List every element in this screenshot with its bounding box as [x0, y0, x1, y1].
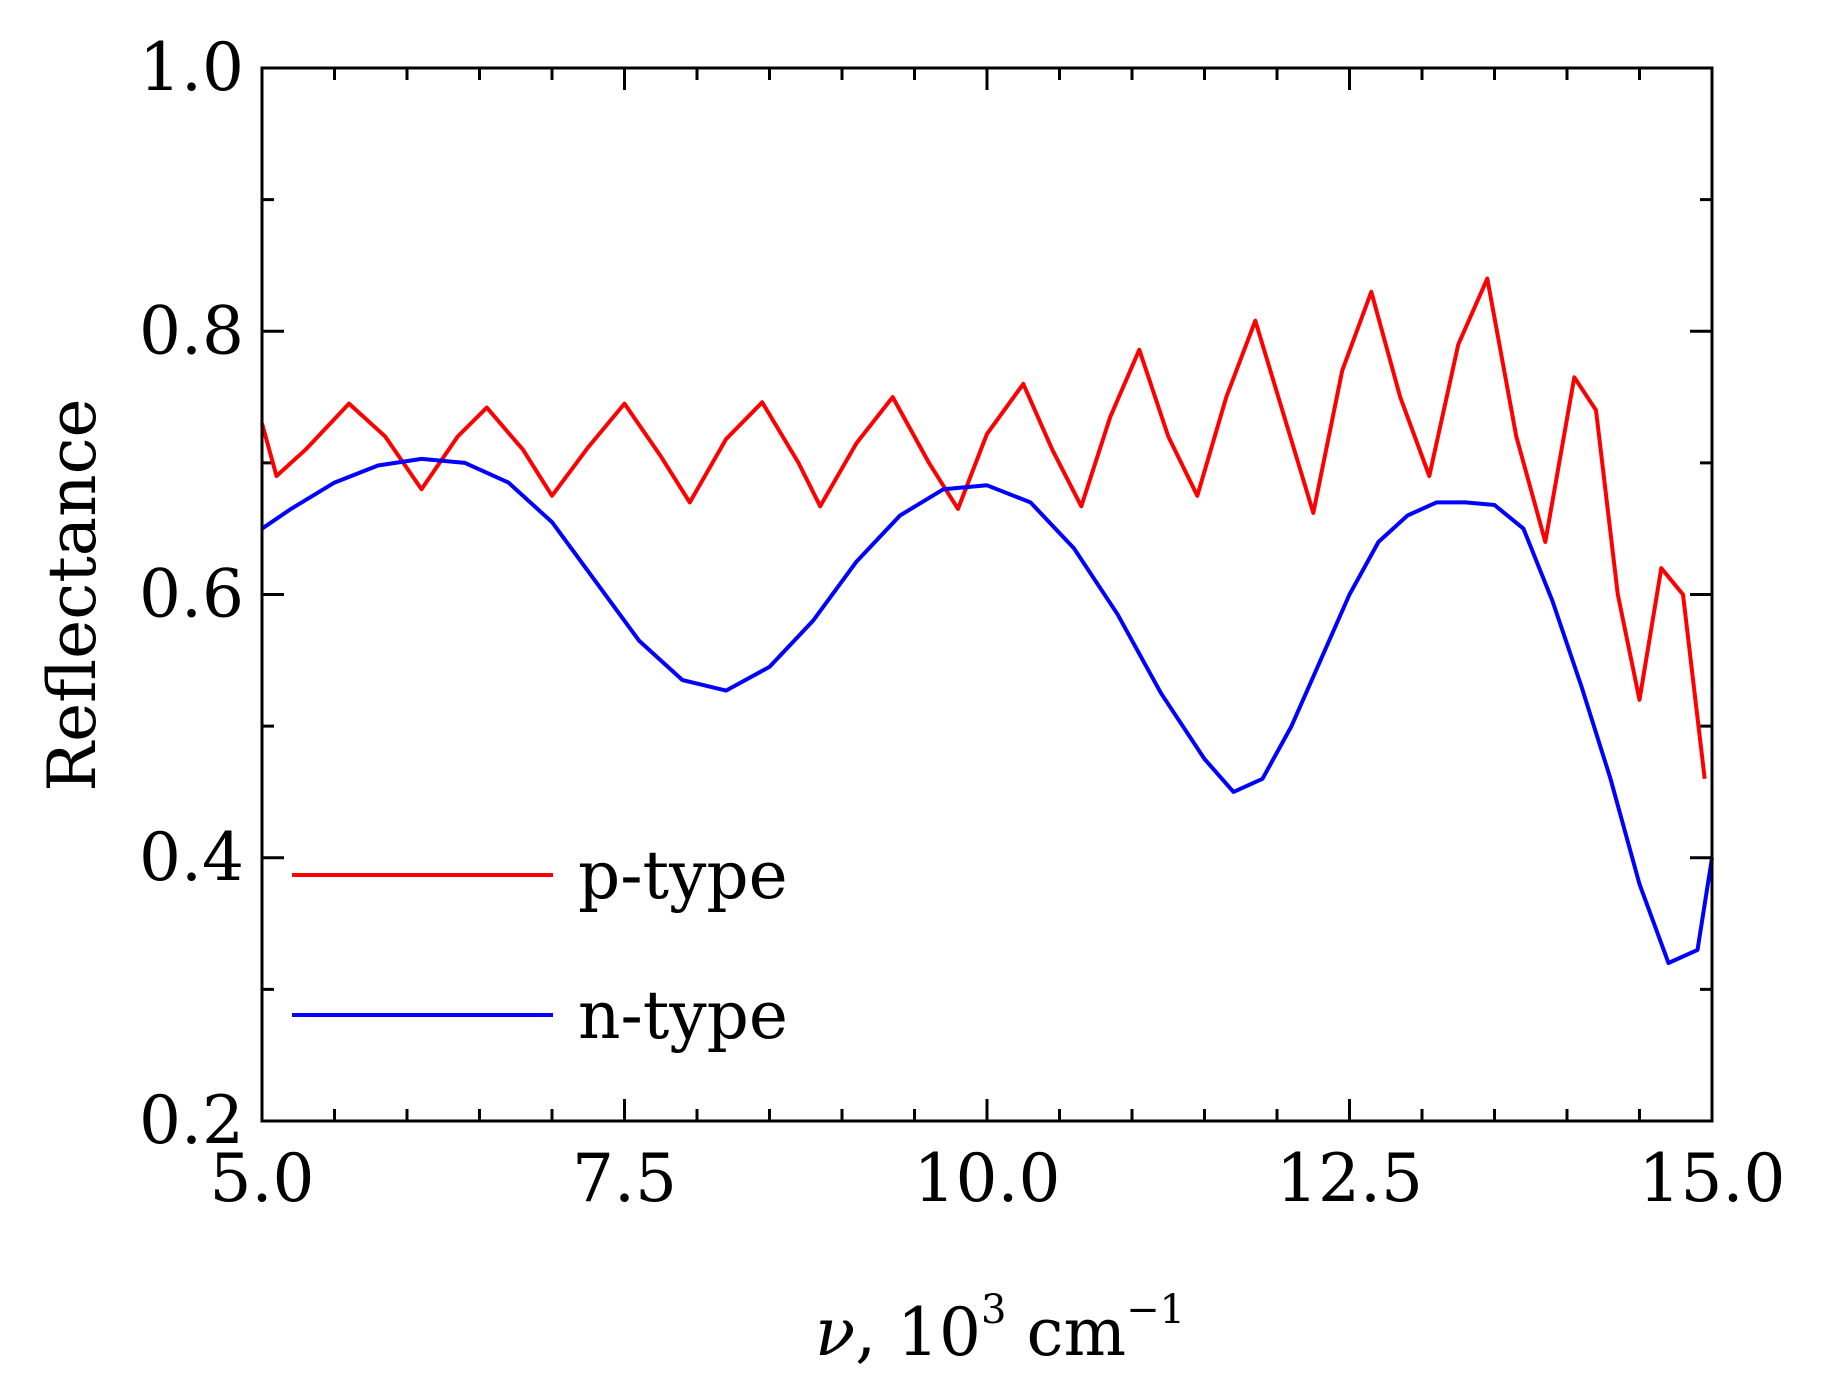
plot-frame	[260, 66, 1714, 1123]
x-tick-label: 10.0	[914, 1140, 1061, 1217]
y-tick-label: 1.0	[139, 29, 244, 106]
legend-label-p-type: p-type	[578, 837, 788, 914]
x-axis-label-text: , 10	[855, 1294, 981, 1371]
x-tick-label: 7.5	[572, 1140, 677, 1217]
x-axis-symbol: ν	[815, 1294, 855, 1371]
x-tick-label: 12.5	[1276, 1140, 1423, 1217]
x-axis-label: ν, 103 cm−1	[815, 1287, 1185, 1371]
x-tick-label: 15.0	[1639, 1140, 1786, 1217]
y-tick-label: 0.6	[139, 556, 244, 633]
x-tick-label: 5.0	[210, 1140, 315, 1217]
legend: p-type n-type	[292, 837, 788, 1054]
x-axis-unit-superscript: −1	[1126, 1287, 1185, 1333]
legend-label-n-type: n-type	[578, 977, 788, 1054]
y-tick-label: 0.4	[139, 819, 244, 896]
y-tick-label: 0.2	[139, 1082, 244, 1159]
y-axis-label: Reflectance	[34, 398, 111, 791]
series-line-n-type	[260, 456, 1714, 965]
x-axis-superscript: 3	[981, 1287, 1006, 1333]
x-axis-unit: cm	[1027, 1294, 1127, 1371]
y-tick-label: 0.8	[139, 292, 244, 369]
series-line-p-type	[260, 276, 1707, 780]
